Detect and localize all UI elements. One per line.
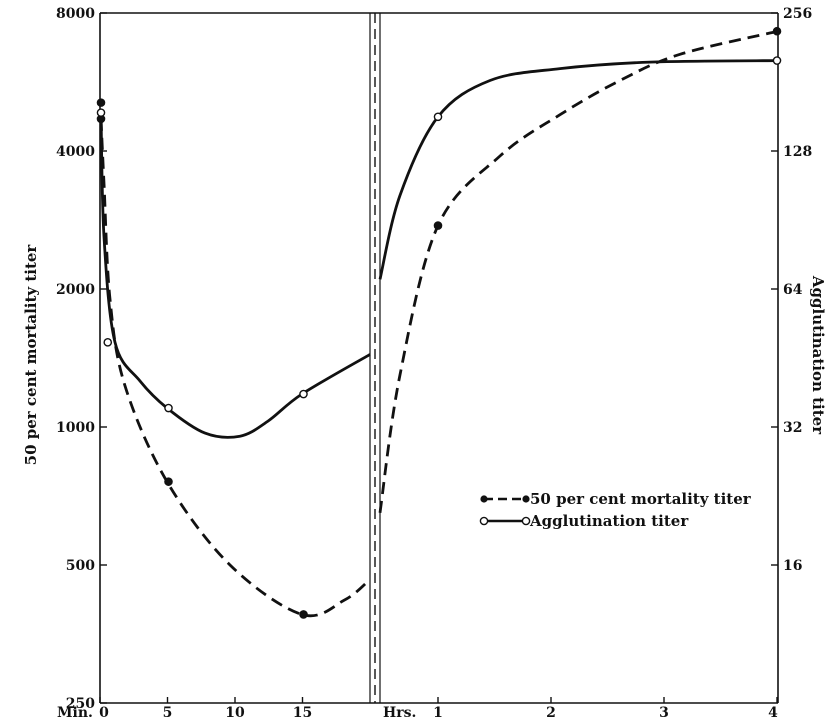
left-tick-label: 2000 (56, 282, 95, 298)
right-tick-label: 128 (783, 144, 812, 160)
agglutination-curve-hours (378, 59, 779, 280)
legend-mortality-marker-b (522, 495, 530, 503)
right-axis-title: Agglutination titer (809, 275, 827, 435)
mortality-point (433, 221, 443, 230)
right-tick-label: 64 (783, 282, 803, 298)
right-tick-label: 256 (783, 6, 812, 22)
legend-agglutination-marker-b (521, 516, 531, 526)
chart-frame (99, 12, 779, 704)
right-tick-label: 32 (783, 420, 802, 436)
mortality-point (164, 477, 173, 486)
hours-tick-label: 2 (546, 705, 556, 719)
agglutination-curve-minutes (99, 112, 371, 439)
left-tick-label: 250 (66, 696, 95, 712)
minutes-unit-label: Min. (57, 705, 93, 719)
agglutination-point (299, 389, 308, 399)
marker-layer (96, 26, 782, 619)
mortality-point (772, 26, 782, 36)
hours-tick-label: 4 (768, 705, 778, 719)
minutes-tick-label: 0 (99, 705, 109, 719)
mortality-point (299, 610, 308, 619)
mortality-point (96, 98, 106, 107)
legend: 50 per cent mortality titer Agglutinatio… (479, 490, 752, 530)
minutes-tick-label: 15 (293, 705, 312, 719)
series-layer (99, 29, 779, 618)
mortality-curve-minutes (99, 118, 371, 618)
left-tick-label: 1000 (56, 420, 95, 436)
agglutination-point (164, 403, 173, 413)
legend-agglutination-label: Agglutination titer (529, 512, 689, 530)
minutes-tick-label: 10 (225, 705, 245, 719)
hours-tick-label: 3 (659, 705, 669, 719)
agglutination-point (433, 112, 443, 122)
agglutination-point (96, 108, 106, 117)
left-tick-label: 8000 (56, 6, 95, 22)
left-tick-label: 4000 (56, 144, 95, 160)
legend-mortality-marker-a (480, 495, 488, 503)
hours-tick-label: 1 (433, 705, 443, 719)
agglutination-point (103, 338, 113, 347)
left-axis-title: 50 per cent mortality titer (22, 244, 40, 466)
hours-unit-label: Hrs. (383, 705, 416, 719)
legend-agglutination-marker-a (479, 516, 489, 526)
right-tick-label: 16 (783, 558, 802, 574)
agglutination-point (772, 56, 782, 65)
mortality-curve-hours (378, 29, 779, 513)
minutes-tick-label: 5 (163, 705, 173, 719)
legend-mortality-label: 50 per cent mortality titer (530, 490, 752, 508)
left-tick-label: 500 (66, 558, 95, 574)
